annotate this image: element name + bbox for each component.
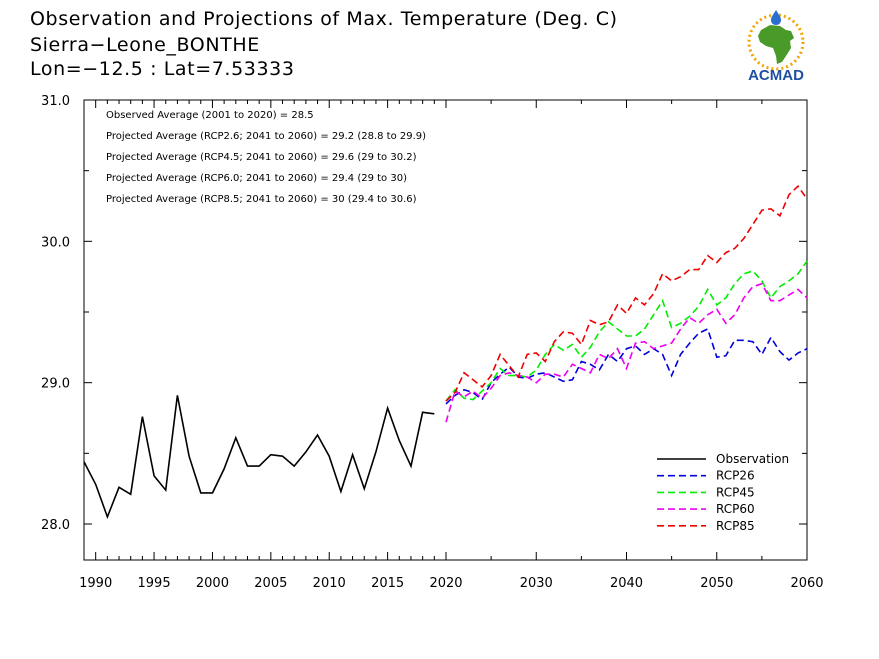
x-tick-label: 2000	[196, 576, 229, 591]
x-tick-label: 2050	[700, 576, 733, 591]
location-name: Sierra−Leone_BONTHE	[30, 34, 260, 56]
y-tick-label: 29.0	[41, 377, 70, 392]
legend-label: RCP85	[716, 519, 755, 533]
legend-label: Observation	[716, 452, 789, 466]
series-line-observation	[83, 395, 435, 520]
series-lines	[83, 184, 808, 520]
x-tick-label: 2015	[371, 576, 404, 591]
x-tick-label: 1990	[79, 576, 112, 591]
chart-axes: 28.0 29.0 30.0 31.0 1990 1995 2000 2005 2010 2015…	[41, 94, 824, 591]
plot-frame	[83, 99, 808, 561]
chart-legend: Observation RCP26 RCP45 RCP60 RCP85	[657, 452, 789, 533]
africa-shape	[758, 25, 794, 64]
series-line-rcp26	[445, 327, 808, 405]
x-tick-label: 2020	[429, 576, 462, 591]
series-line-rcp85	[445, 184, 808, 402]
chart-title: Observation and Projections of Max. Temp…	[30, 8, 618, 30]
annotation-line: Projected Average (RCP6.0; 2041 to 2060)…	[106, 173, 407, 184]
y-tick-label: 31.0	[41, 94, 70, 109]
annotations: Observed Average (2001 to 2020) = 28.5 Pr…	[106, 110, 426, 205]
x-tick-label: 2005	[254, 576, 287, 591]
x-tick-label: 1995	[138, 576, 171, 591]
series-line-rcp60	[445, 282, 808, 423]
x-tick-label: 2010	[313, 576, 346, 591]
annotation-line: Projected Average (RCP8.5; 2041 to 2060)…	[106, 194, 417, 205]
series-line-rcp45	[445, 260, 808, 402]
legend-label: RCP60	[716, 502, 755, 516]
acmad-logo: ACMAD	[747, 10, 805, 84]
annotation-line: Observed Average (2001 to 2020) = 28.5	[106, 110, 314, 121]
annotation-line: Projected Average (RCP4.5; 2041 to 2060)…	[106, 152, 417, 163]
y-tick-label: 28.0	[41, 518, 70, 533]
x-tick-label: 2060	[790, 576, 823, 591]
annotation-line: Projected Average (RCP2.6; 2041 to 2060)…	[106, 131, 426, 142]
logo-text: ACMAD	[748, 67, 804, 84]
water-drop-icon	[771, 10, 781, 25]
legend-label: RCP45	[716, 485, 755, 499]
coordinates: Lon=−12.5 : Lat=7.53333	[30, 58, 295, 80]
x-tick-label: 2030	[520, 576, 553, 591]
x-tick-label: 2040	[610, 576, 643, 591]
legend-label: RCP26	[716, 469, 755, 483]
y-tick-label: 30.0	[41, 235, 70, 250]
